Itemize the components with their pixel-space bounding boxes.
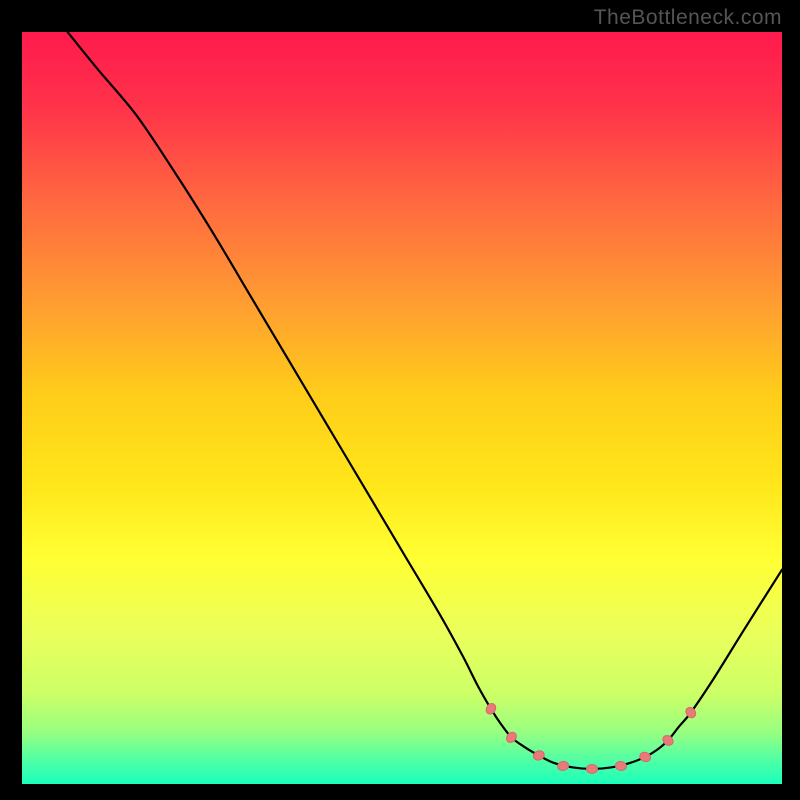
watermark-text: TheBottleneck.com [594, 6, 782, 30]
marker-bead [587, 764, 598, 773]
bottleneck-curve-chart [22, 32, 782, 784]
gradient-background [22, 32, 782, 784]
plot-area [22, 32, 782, 784]
chart-container: TheBottleneck.com [0, 0, 800, 800]
